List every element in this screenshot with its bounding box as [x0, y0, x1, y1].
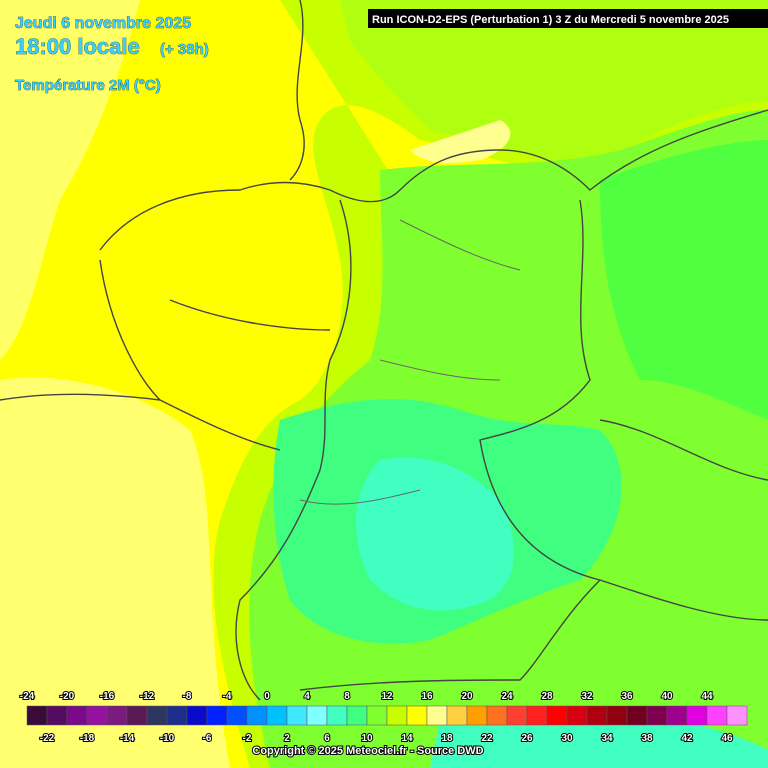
legend-swatch	[386, 705, 408, 726]
state-borders	[299, 219, 521, 505]
legend-label: -4	[223, 691, 232, 702]
legend-swatch	[326, 705, 348, 726]
forecast-date: Jeudi 6 novembre 2025	[15, 15, 191, 32]
legend-label: 12	[381, 691, 393, 702]
legend-swatch	[686, 705, 708, 726]
legend-label: 10	[361, 733, 373, 744]
legend-label: 2	[284, 733, 290, 744]
legend-swatch	[466, 705, 488, 726]
legend-label: -18	[80, 733, 95, 744]
legend-label: 8	[344, 691, 350, 702]
legend-label: 30	[561, 733, 573, 744]
parameter-title: Température 2M (°C)	[15, 77, 161, 94]
legend-swatch	[166, 705, 188, 726]
legend-swatch	[306, 705, 328, 726]
legend-swatch	[366, 705, 388, 726]
legend-swatch	[246, 705, 268, 726]
run-info: Run ICON-D2-EPS (Perturbation 1) 3 Z du …	[372, 14, 729, 26]
legend-swatch	[446, 705, 468, 726]
legend-label: 4	[304, 691, 310, 702]
border-west	[235, 199, 352, 701]
legend-swatch	[426, 705, 448, 726]
forecast-time: 18:00 locale	[15, 34, 140, 59]
legend-swatch	[406, 705, 428, 726]
legend-label: -12	[140, 691, 155, 702]
copyright: Copyright © 2025 Meteociel.fr - Source D…	[252, 745, 483, 757]
legend-label: 22	[481, 733, 493, 744]
legend-label: 24	[501, 691, 513, 702]
legend-swatch	[126, 705, 148, 726]
legend-label: -2	[243, 733, 252, 744]
legend-swatch	[186, 705, 208, 726]
legend-label: -10	[160, 733, 175, 744]
legend-swatch	[666, 705, 688, 726]
legend-swatch	[266, 705, 288, 726]
forecast-lead: (+ 38h)	[160, 41, 209, 58]
legend-label: 36	[621, 691, 633, 702]
legend-swatch	[346, 705, 368, 726]
legend-label: 46	[721, 733, 733, 744]
legend-label: 40	[661, 691, 673, 702]
legend-swatch	[506, 705, 528, 726]
legend-swatch	[106, 705, 128, 726]
legend-swatch	[286, 705, 308, 726]
legend-label: 6	[324, 733, 330, 744]
field-pale-west	[0, 377, 230, 768]
legend-label: -8	[183, 691, 192, 702]
legend-label: 34	[601, 733, 613, 744]
legend-label: -14	[120, 733, 135, 744]
field-pale-sea	[0, 0, 140, 360]
legend-swatch	[606, 705, 628, 726]
legend-swatch	[66, 705, 88, 726]
run-box	[368, 9, 768, 28]
legend-label: -24	[20, 691, 35, 702]
border-inner	[0, 259, 768, 621]
legend-label: 18	[441, 733, 453, 744]
legend-label: 38	[641, 733, 653, 744]
legend-label: 26	[521, 733, 533, 744]
borders	[0, 0, 768, 701]
legend-swatch	[86, 705, 108, 726]
field-band-east	[600, 140, 768, 420]
legend-swatch	[26, 705, 48, 726]
legend-swatch	[46, 705, 68, 726]
legend-swatch	[486, 705, 508, 726]
legend-swatch	[626, 705, 648, 726]
legend-swatch	[226, 705, 248, 726]
legend: -24-22-20-18-16-14-12-10-8-6-4-202468101…	[19, 690, 748, 745]
legend-swatch	[646, 705, 668, 726]
legend-label: 16	[421, 691, 433, 702]
legend-swatch	[206, 705, 228, 726]
legend-label: 42	[681, 733, 693, 744]
border-east-south	[299, 199, 602, 691]
legend-label: 14	[401, 733, 413, 744]
legend-label: 0	[264, 691, 270, 702]
coastline-north	[99, 109, 768, 251]
legend-swatch	[146, 705, 168, 726]
legend-swatch	[706, 705, 728, 726]
legend-label: 32	[581, 691, 593, 702]
coastline-jutland	[289, 0, 305, 181]
legend-swatch	[726, 705, 748, 726]
legend-swatch	[566, 705, 588, 726]
legend-label: -16	[100, 691, 115, 702]
legend-swatch	[546, 705, 568, 726]
field-band-north	[340, 0, 768, 170]
sea-baltic	[410, 120, 511, 163]
legend-swatch	[586, 705, 608, 726]
legend-label: -6	[203, 733, 212, 744]
legend-label: 20	[461, 691, 473, 702]
legend-swatch	[526, 705, 548, 726]
legend-label: -20	[60, 691, 75, 702]
legend-label: 44	[701, 691, 713, 702]
legend-label: -22	[40, 733, 55, 744]
legend-label: 28	[541, 691, 553, 702]
